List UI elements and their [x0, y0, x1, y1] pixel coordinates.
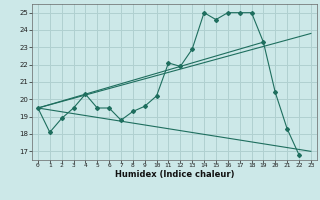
X-axis label: Humidex (Indice chaleur): Humidex (Indice chaleur): [115, 170, 234, 179]
